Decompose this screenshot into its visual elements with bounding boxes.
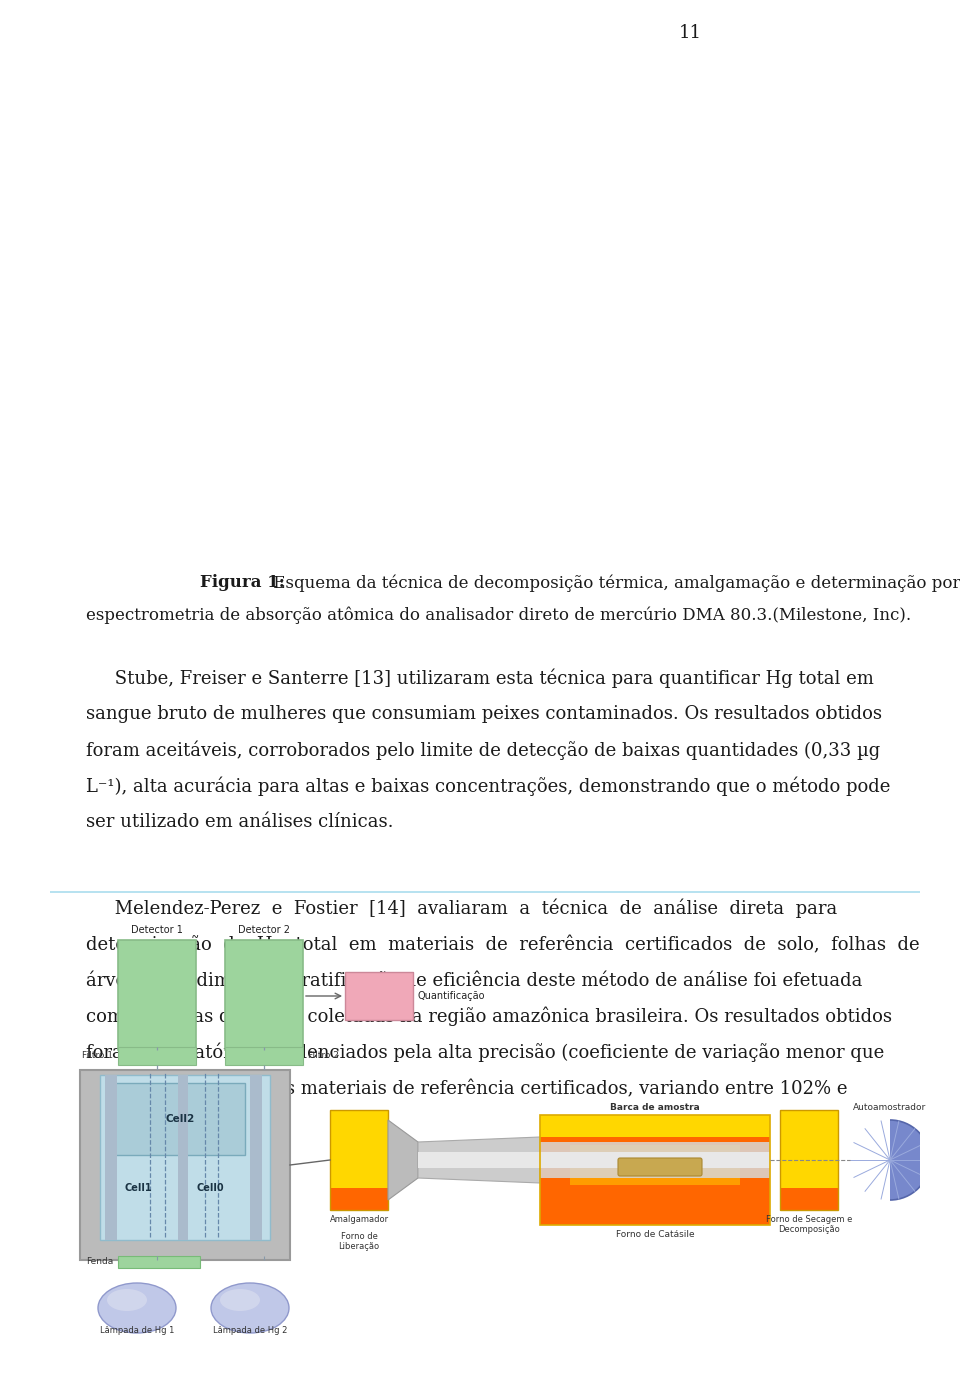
Ellipse shape [98,1283,176,1333]
FancyBboxPatch shape [118,1257,200,1268]
Text: Filtro 2: Filtro 2 [308,1052,339,1060]
FancyBboxPatch shape [250,1075,262,1240]
Polygon shape [418,1151,540,1168]
Text: Lâmpada de Hg 2: Lâmpada de Hg 2 [213,1326,287,1336]
Text: sangue bruto de mulheres que consumiam peixes contaminados. Os resultados obtido: sangue bruto de mulheres que consumiam p… [86,704,882,722]
FancyBboxPatch shape [570,1145,740,1185]
Text: Figura 1:: Figura 1: [200,574,285,591]
Text: Melendez-Perez  e  Fostier  [14]  avaliaram  a  técnica  de  análise  direta  pa: Melendez-Perez e Fostier [14] avaliaram … [86,900,837,919]
Text: Lâmpada de Hg 1: Lâmpada de Hg 1 [100,1326,174,1336]
FancyBboxPatch shape [100,1075,270,1240]
FancyBboxPatch shape [540,1138,770,1205]
Text: 5%) e recuperação dos materiais de referência certificados, variando entre 102% : 5%) e recuperação dos materiais de refer… [86,1080,848,1099]
FancyBboxPatch shape [618,1158,702,1176]
Polygon shape [418,1138,540,1183]
FancyBboxPatch shape [118,1048,196,1066]
Text: Barca de amostra: Barca de amostra [611,1103,700,1111]
Text: Esquema da técnica de decomposição térmica, amalgamação e determinação por: Esquema da técnica de decomposição térmi… [268,574,960,591]
FancyBboxPatch shape [118,940,196,1050]
FancyBboxPatch shape [848,1118,890,1201]
FancyBboxPatch shape [330,1187,388,1210]
Text: 11: 11 [679,24,702,42]
Text: Cell0: Cell0 [196,1183,224,1193]
Text: Detector 2: Detector 2 [238,925,290,936]
Ellipse shape [220,1289,260,1311]
Text: Cell2: Cell2 [165,1114,195,1124]
Ellipse shape [107,1289,147,1311]
Text: árvores e sedimento. A ratificação de eficiência deste método de análise foi efe: árvores e sedimento. A ratificação de ef… [86,972,862,991]
Text: Quantificação: Quantificação [418,991,486,1001]
Text: espectrometria de absorção atômica do analisador direto de mercúrio DMA 80.3.(Mi: espectrometria de absorção atômica do an… [86,606,911,624]
Text: L⁻¹), alta acurácia para altas e baixas concentrações, demonstrando que o método: L⁻¹), alta acurácia para altas e baixas … [86,776,890,797]
Text: Filtro 1: Filtro 1 [82,1052,113,1060]
FancyBboxPatch shape [540,1151,770,1168]
Text: Detector 1: Detector 1 [132,925,183,936]
FancyBboxPatch shape [540,1116,770,1138]
Text: Fenda: Fenda [85,1258,113,1266]
Text: Forno de
Liberação: Forno de Liberação [339,1232,379,1251]
Text: Cell1: Cell1 [124,1183,152,1193]
Text: Forno de Secagem e
Decomposição: Forno de Secagem e Decomposição [766,1215,852,1235]
FancyBboxPatch shape [780,1110,838,1187]
Text: 104%.: 104%. [86,1116,143,1133]
FancyBboxPatch shape [178,1075,188,1240]
FancyBboxPatch shape [330,1110,388,1187]
Text: com amostras de folhas coletadas na região amazônica brasileira. Os resultados o: com amostras de folhas coletadas na regi… [86,1008,892,1027]
FancyBboxPatch shape [115,1084,245,1156]
Polygon shape [388,1120,418,1200]
Text: ser utilizado em análises clínicas.: ser utilizado em análises clínicas. [86,812,394,830]
FancyBboxPatch shape [225,1048,303,1066]
FancyBboxPatch shape [80,1070,290,1259]
Text: foram satisfatórios, evidenciados pela alta precisão (coeficiente de variação me: foram satisfatórios, evidenciados pela a… [86,1044,884,1063]
FancyBboxPatch shape [345,972,413,1020]
Text: foram aceitáveis, corroborados pelo limite de detecção de baixas quantidades (0,: foram aceitáveis, corroborados pelo limi… [86,740,880,760]
Text: Forno de Catásile: Forno de Catásile [615,1230,694,1239]
Text: Autoamostrador: Autoamostrador [853,1103,926,1111]
Ellipse shape [211,1283,289,1333]
Text: Amalgamador: Amalgamador [329,1215,389,1223]
Circle shape [850,1120,930,1200]
FancyBboxPatch shape [540,1142,770,1178]
Text: Stube, Freiser e Santerre [13] utilizaram esta técnica para quantificar Hg total: Stube, Freiser e Santerre [13] utilizara… [86,668,874,688]
FancyBboxPatch shape [780,1187,838,1210]
Text: determinação  de  Hg  total  em  materiais  de  referência  certificados  de  so: determinação de Hg total em materiais de… [86,936,920,955]
FancyBboxPatch shape [540,1205,770,1225]
FancyBboxPatch shape [105,1075,117,1240]
FancyBboxPatch shape [225,940,303,1050]
